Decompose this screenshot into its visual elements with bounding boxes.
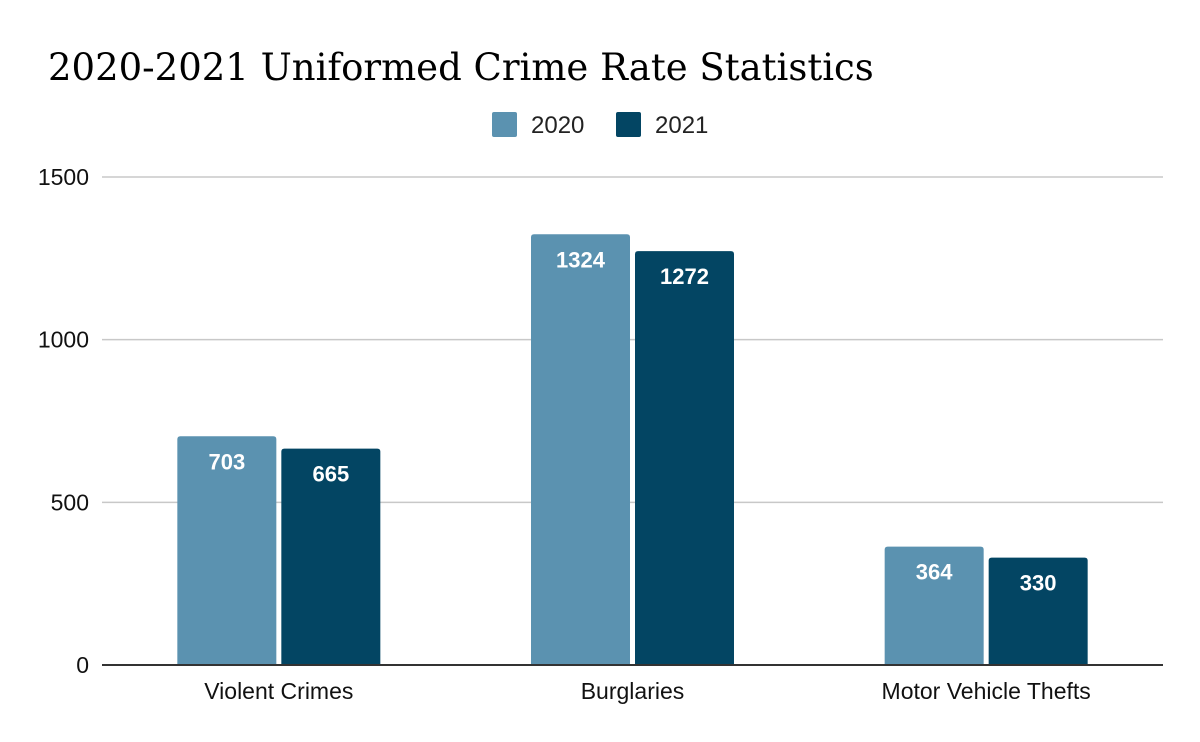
data-label: 364 <box>916 560 953 585</box>
data-label: 1272 <box>660 264 709 289</box>
bar-2021-1 <box>635 251 734 665</box>
legend-swatch-2020 <box>492 112 517 137</box>
x-axis-categories: Violent Crimes Burglaries Motor Vehicle Th… <box>204 678 1091 704</box>
y-tick-label: 0 <box>76 652 89 678</box>
chart-title: 2020-2021 Uniformed Crime Rate Statistic… <box>48 46 874 89</box>
data-label: 1324 <box>556 247 606 272</box>
y-tick-label: 1500 <box>38 164 89 190</box>
legend-label-2020: 2020 <box>531 112 584 139</box>
y-axis-ticks: 0 500 1000 1500 <box>38 164 89 678</box>
data-label: 665 <box>312 462 349 487</box>
data-label: 330 <box>1020 571 1057 596</box>
bar-2020-0 <box>177 436 277 665</box>
bar-2020-2 <box>884 546 984 665</box>
x-category-label: Violent Crimes <box>204 678 353 704</box>
y-tick-label: 500 <box>51 489 89 515</box>
gridlines <box>102 176 1163 504</box>
data-labels: 703 665 1324 1272 364 330 <box>208 247 1056 595</box>
legend-label-2021: 2021 <box>655 112 708 139</box>
bar-2021-0 <box>281 448 381 665</box>
x-category-label: Motor Vehicle Thefts <box>882 678 1091 704</box>
x-category-label: Burglaries <box>581 678 685 704</box>
bar-2020-1 <box>531 234 630 665</box>
legend-swatch-2021 <box>616 112 641 137</box>
bars <box>177 234 1088 665</box>
bar-2021-2 <box>988 557 1088 665</box>
y-tick-label: 1000 <box>38 327 89 353</box>
data-label: 703 <box>208 449 245 474</box>
legend: 2020 2021 <box>492 112 708 139</box>
